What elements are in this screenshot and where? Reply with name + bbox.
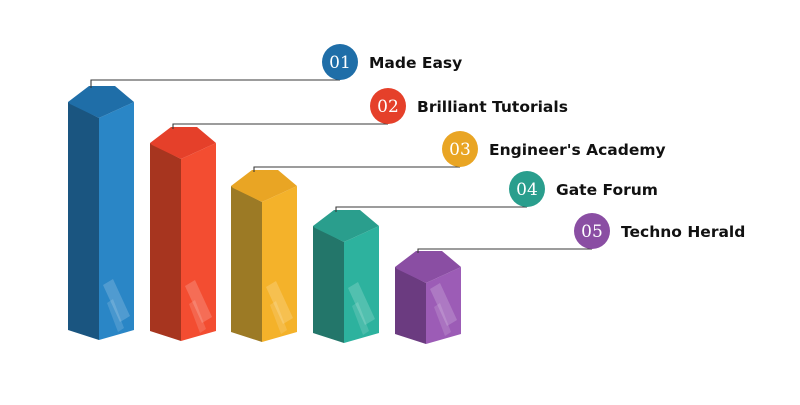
leader-line — [335, 206, 527, 212]
prism-left-face — [68, 102, 99, 340]
prism-left-face — [313, 226, 344, 343]
prism-front-face — [181, 143, 216, 341]
number-badge — [574, 213, 610, 249]
item-label: Gate Forum — [556, 181, 658, 199]
leader-line — [417, 248, 592, 253]
number-badge — [322, 44, 358, 80]
prism-left-face — [231, 186, 262, 342]
prism-front-face — [99, 102, 134, 340]
number-badge — [442, 131, 478, 167]
prism-highlight — [348, 282, 375, 325]
prism-top-cap — [68, 86, 134, 118]
column-item-03: 03 Engineer's Academy — [231, 131, 666, 342]
item-label: Techno Herald — [621, 223, 745, 241]
leader-line — [253, 166, 460, 172]
number-badge-text: 01 — [329, 53, 351, 73]
prism-top-cap — [313, 210, 379, 242]
prism-front-face — [262, 186, 297, 342]
prism-highlight — [103, 279, 130, 322]
prism-left-face — [150, 143, 181, 341]
number-badge-text: 05 — [581, 222, 603, 242]
prism-highlight — [185, 280, 212, 323]
prism-left-face — [395, 267, 426, 344]
prism-top-cap — [231, 170, 297, 202]
column-item-04: 04 Gate Forum — [313, 171, 658, 343]
item-label: Made Easy — [369, 54, 462, 72]
number-badge — [509, 171, 545, 207]
prism-top-cap — [150, 127, 216, 159]
leader-line — [90, 79, 340, 88]
item-label: Engineer's Academy — [489, 141, 666, 159]
item-label: Brilliant Tutorials — [417, 98, 568, 116]
leader-line — [172, 123, 388, 129]
number-badge — [370, 88, 406, 124]
column-item-01: 01 Made Easy — [68, 44, 462, 340]
prism-highlight — [352, 302, 369, 335]
prism-highlight — [189, 300, 206, 333]
number-badge-text: 04 — [516, 180, 538, 200]
number-badge-text: 03 — [449, 140, 471, 160]
prism-highlight — [270, 301, 287, 334]
prism-top-cap — [395, 251, 461, 283]
prism-front-face — [426, 267, 461, 344]
prism-highlight — [434, 303, 451, 336]
prism-highlight — [430, 283, 457, 326]
column-item-05: 05 Techno Herald — [395, 213, 745, 344]
prism-highlight — [107, 299, 124, 332]
column-item-02: 02 Brilliant Tutorials — [150, 88, 568, 341]
prism-highlight — [266, 281, 293, 324]
number-badge-text: 02 — [377, 97, 399, 117]
prism-front-face — [344, 226, 379, 343]
